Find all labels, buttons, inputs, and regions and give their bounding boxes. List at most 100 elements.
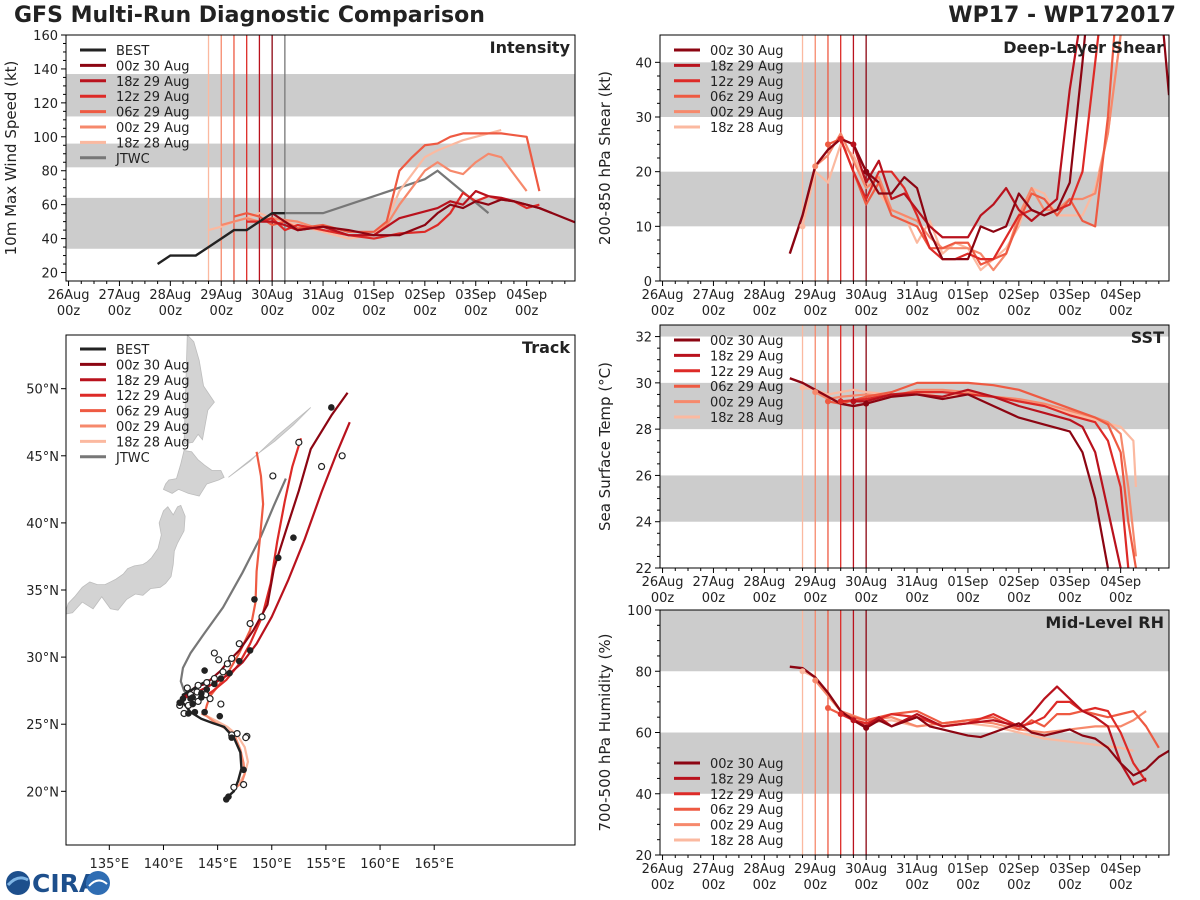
sst-init-dot-0 xyxy=(863,400,870,407)
track-legend-label-5: 00z 29 Aug xyxy=(116,420,190,435)
track-best-point-16 xyxy=(251,596,258,603)
shear-xtick-sublabel-8: 00z xyxy=(1058,304,1082,319)
intensity-xtick-sublabel-5: 00z xyxy=(311,304,335,319)
shear-xtick-sublabel-9: 00z xyxy=(1109,304,1133,319)
sst-ytick-label-2: 26 xyxy=(635,469,652,484)
sst-init-dot-2 xyxy=(837,398,844,405)
track-best-point-23 xyxy=(179,695,187,703)
track-xtick-label-0: 135°E xyxy=(90,857,130,872)
rh-xtick-label-0: 26Aug xyxy=(642,862,684,877)
rh-xtick-sublabel-1: 00z xyxy=(702,878,726,893)
track-ytick-label-5: 45°N xyxy=(26,450,59,465)
shear-xtick-sublabel-0: 00z xyxy=(651,304,675,319)
sst-ytick-label-4: 30 xyxy=(635,377,652,392)
track-open-point-14 xyxy=(228,654,236,663)
intensity-ytick-label-6: 140 xyxy=(33,63,58,78)
intensity-xtick-sublabel-3: 00z xyxy=(210,304,234,319)
shear-xtick-label-7: 02Sep xyxy=(998,288,1039,303)
sst-ytick-label-3: 28 xyxy=(635,423,652,438)
sst-frame xyxy=(659,324,1170,569)
shear-xtick-label-8: 03Sep xyxy=(1049,288,1090,303)
intensity-xtick-sublabel-4: 00z xyxy=(260,304,284,319)
rh-xtick-sublabel-5: 00z xyxy=(905,878,929,893)
storm-id: WP17 - WP172017 xyxy=(948,3,1176,28)
sst-series-3 xyxy=(827,381,1138,568)
rh-xtick-label-6: 01Sep xyxy=(947,862,988,877)
track-open-point-15 xyxy=(235,640,243,648)
track-legend-label-1: 00z 30 Aug xyxy=(116,358,190,373)
rh-xtick-sublabel-2: 00z xyxy=(753,878,777,893)
sst-xtick-label-4: 30Aug xyxy=(845,575,887,590)
rh-xtick-sublabel-4: 00z xyxy=(854,878,878,893)
shear-legend-label-1: 18z 29 Aug xyxy=(710,59,784,74)
rh-series-2 xyxy=(840,700,1147,783)
sst-panel: 22242628303226Aug00z27Aug00z28Aug00z29Au… xyxy=(596,324,1170,606)
track-open-point-18 xyxy=(269,472,277,480)
track-best-point-17 xyxy=(274,554,282,562)
intensity-legend-label-0: BEST xyxy=(116,44,149,59)
sst-xtick-sublabel-9: 00z xyxy=(1109,591,1133,606)
track-ytick-label-2: 30°N xyxy=(26,651,59,666)
sst-xtick-label-1: 27Aug xyxy=(692,575,734,590)
intensity-legend-label-2: 18z 29 Aug xyxy=(116,75,190,90)
sst-legend-label-0: 00z 30 Aug xyxy=(710,334,784,349)
rh-legend-label-1: 18z 29 Aug xyxy=(710,772,784,787)
sst-band-0 xyxy=(660,475,1169,522)
track-plot-area xyxy=(66,335,575,845)
shear-xtick-label-9: 04Sep xyxy=(1100,288,1141,303)
rh-xtick-sublabel-7: 00z xyxy=(1007,878,1031,893)
track-best-point-24 xyxy=(191,708,199,716)
logo-seal-icon xyxy=(86,871,110,895)
track-best-point-1 xyxy=(225,793,232,800)
intensity-xtick-label-5: 31Aug xyxy=(302,288,344,303)
track-ytick-label-1: 25°N xyxy=(26,718,59,733)
shear-xtick-label-4: 30Aug xyxy=(845,288,887,303)
track-best-point-13 xyxy=(226,669,233,677)
track-legend-label-2: 18z 29 Aug xyxy=(116,374,190,389)
track-best-point-6 xyxy=(185,710,192,717)
track-jtwc-line xyxy=(179,478,287,699)
intensity-xtick-label-2: 28Aug xyxy=(149,288,191,303)
sst-legend-label-5: 18z 28 Aug xyxy=(710,411,784,426)
track-series-1 xyxy=(182,421,351,700)
rh-xtick-sublabel-0: 00z xyxy=(651,878,675,893)
shear-xtick-sublabel-3: 00z xyxy=(804,304,828,319)
rh-xtick-sublabel-8: 00z xyxy=(1058,878,1082,893)
track-open-point-27 xyxy=(210,649,218,657)
shear-ytick-label-1: 10 xyxy=(635,220,652,235)
shear-band-1 xyxy=(660,62,1169,117)
track-best-line xyxy=(181,678,243,799)
rh-init-dot-1 xyxy=(850,717,857,724)
track-best-point-14 xyxy=(235,657,243,665)
track-ytick-label-4: 40°N xyxy=(26,517,59,532)
intensity-best-line xyxy=(156,211,285,266)
rh-legend-label-5: 18z 28 Aug xyxy=(710,834,784,849)
shear-xtick-label-5: 31Aug xyxy=(896,288,938,303)
track-ytick-label-0: 20°N xyxy=(26,785,59,800)
rh-legend-label-4: 00z 29 Aug xyxy=(710,819,784,834)
rh-band-1 xyxy=(660,610,1169,672)
sst-xtick-label-8: 03Sep xyxy=(1049,575,1090,590)
intensity-title: Intensity xyxy=(490,38,571,57)
track-land-2 xyxy=(183,335,215,445)
track-panel: 135°E 140°E 145°E 150°E 155°E 160°E 165°E 20°N 2… xyxy=(26,334,576,872)
track-best-point-25 xyxy=(201,667,208,674)
shear-init-dot-5 xyxy=(799,223,806,230)
rh-ytick-label-3: 80 xyxy=(635,665,652,680)
intensity-xtick-label-9: 04Sep xyxy=(506,288,547,303)
shear-best-line xyxy=(788,137,880,255)
track-open-point-10 xyxy=(194,681,202,689)
shear-init-dot-2 xyxy=(837,135,844,142)
sst-plot-area xyxy=(660,325,1169,568)
logo-seal-wave-icon xyxy=(88,879,108,887)
track-ytick-label-6: 50°N xyxy=(26,383,59,398)
intensity-band-2 xyxy=(66,74,575,117)
shear-legend-label-4: 00z 29 Aug xyxy=(710,106,784,121)
track-open-point-1 xyxy=(240,781,248,789)
rh-ylabel: 700-500 hPa Humidity (%) xyxy=(596,633,614,831)
rh-xtick-label-8: 03Sep xyxy=(1049,862,1090,877)
track-open-point-24 xyxy=(242,734,250,742)
shear-xtick-sublabel-1: 00z xyxy=(702,304,726,319)
shear-xtick-sublabel-4: 00z xyxy=(854,304,878,319)
